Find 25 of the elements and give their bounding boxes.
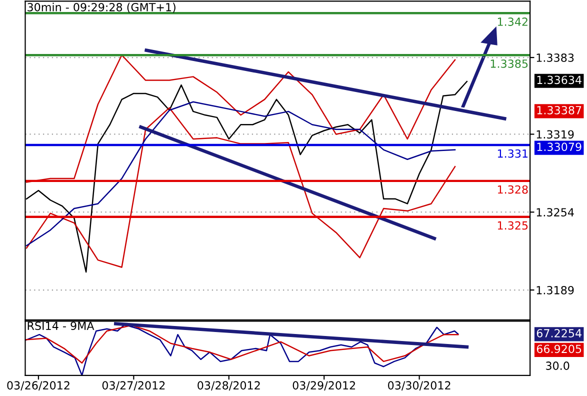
y-tick-label: 1.3254 (536, 208, 574, 216)
text: 1.33634 (537, 76, 582, 84)
x-tick-label: 03/27/2012 (102, 381, 165, 390)
y-tick-label: 1.3383 (536, 53, 574, 62)
ref-line-label: 1.328 (498, 185, 528, 194)
x-tick-label: 03/30/2012 (388, 381, 450, 390)
ref-line-label: 1.342 (498, 18, 528, 26)
line-series (26, 54, 456, 183)
x-tick-label: 03/28/2012 (198, 381, 260, 390)
x-tick-label: 03/26/2012 (7, 381, 70, 390)
text: 1.33387 (537, 106, 582, 114)
text: 66.9205 (536, 344, 582, 354)
text: 67.2254 (536, 328, 582, 338)
ref-line-label: 1.331 (498, 149, 528, 158)
chart-title: 30min - 09:29:28 (GMT+1) (28, 2, 176, 13)
y-tick-label: 1.3189 (536, 286, 574, 294)
chart-title: RSI14 - 9MA (28, 322, 94, 330)
y-tick-label: 1.3319 (536, 130, 574, 139)
text: 1.33079 (537, 142, 582, 152)
line-series (26, 107, 456, 268)
x-tick-label: 03/29/2012 (292, 381, 356, 390)
line-series (26, 101, 456, 246)
ref-line-label: 1.325 (498, 221, 528, 230)
ref-line-label: 1.3385 (490, 59, 528, 68)
text: 30.0 (546, 362, 570, 370)
